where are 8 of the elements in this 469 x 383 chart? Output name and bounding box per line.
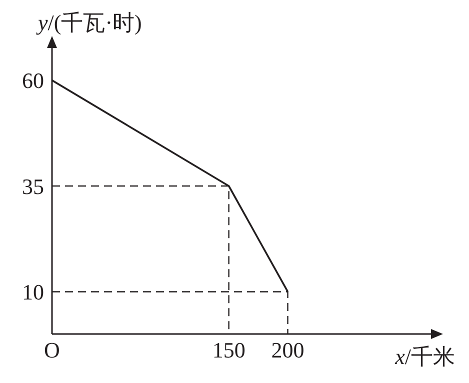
y-tick-label: 60 <box>22 68 44 94</box>
y-axis-title: y/(千瓦·时) <box>38 9 142 37</box>
y-tick-label: 10 <box>22 280 44 305</box>
y-tick-label: 35 <box>22 174 44 199</box>
x-tick-label: 150 <box>212 338 246 363</box>
x-axis-title: x/千米 <box>395 343 455 371</box>
x-tick-label: 200 <box>271 338 304 363</box>
x-tick-label: O <box>44 338 60 363</box>
